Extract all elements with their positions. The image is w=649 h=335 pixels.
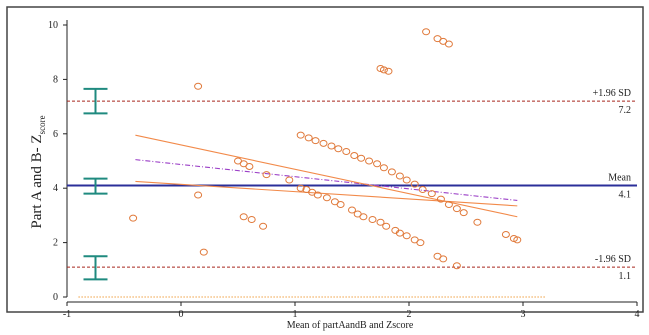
data-point xyxy=(459,209,468,217)
data-point xyxy=(379,164,388,172)
data-point xyxy=(452,262,461,270)
data-point xyxy=(368,215,377,223)
plot-frame xyxy=(6,6,644,313)
data-point xyxy=(350,152,359,160)
regression-line xyxy=(135,180,518,207)
data-point xyxy=(373,160,382,168)
x-tick-label: 0 xyxy=(179,309,184,320)
upper-limit-label: +1.96 SD xyxy=(593,88,631,99)
data-point xyxy=(313,191,322,199)
y-tick-label: 10 xyxy=(48,20,58,31)
lower-limit-value-label: 1.1 xyxy=(619,271,632,282)
data-point xyxy=(296,131,305,139)
data-point xyxy=(285,176,294,184)
data-point xyxy=(418,186,427,194)
data-point xyxy=(336,201,345,209)
svg-text:Part A and B- Zscore: Part A and B- Zscore xyxy=(29,115,47,228)
x-axis-title: Mean of partAandB and Zscore xyxy=(287,320,414,331)
data-point xyxy=(262,171,271,179)
x-tick-label: 1 xyxy=(293,309,298,320)
data-point xyxy=(199,248,208,256)
y-tick-label: 2 xyxy=(53,238,58,249)
lower-limit-label: -1.96 SD xyxy=(595,254,631,265)
data-point xyxy=(334,145,343,153)
data-point xyxy=(296,184,305,192)
mean-value-label: 4.1 xyxy=(619,189,632,200)
x-tick-label: 2 xyxy=(407,309,412,320)
data-point xyxy=(395,172,404,180)
data-point xyxy=(311,137,320,145)
y-axis-title-sub: score xyxy=(37,115,47,134)
upper-limit-value-label: 7.2 xyxy=(619,105,632,116)
data-point xyxy=(439,255,448,263)
data-point xyxy=(444,201,453,209)
data-point xyxy=(379,66,388,74)
data-point xyxy=(239,213,248,221)
data-point xyxy=(416,239,425,247)
data-point xyxy=(436,195,445,203)
data-point xyxy=(319,139,328,147)
data-point xyxy=(427,190,436,198)
data-point xyxy=(402,176,411,184)
x-tick-label: 3 xyxy=(521,309,526,320)
data-point xyxy=(194,191,203,199)
data-point xyxy=(327,142,336,150)
data-point xyxy=(348,206,356,214)
data-point xyxy=(357,154,366,162)
y-tick-label: 6 xyxy=(53,129,58,140)
regression-line-dashdot xyxy=(135,159,518,201)
y-axis-title-main: Part A and B- Z xyxy=(29,134,45,228)
data-point xyxy=(452,205,461,213)
data-point xyxy=(387,168,396,176)
data-point xyxy=(473,218,482,226)
data-point xyxy=(422,28,431,36)
data-point xyxy=(194,82,203,90)
x-tick-label: 4 xyxy=(635,309,640,320)
data-point xyxy=(444,40,453,48)
data-point xyxy=(513,236,522,244)
mean-label: Mean xyxy=(608,172,631,183)
data-point xyxy=(322,194,331,202)
data-point xyxy=(129,214,138,222)
y-tick-label: 8 xyxy=(53,74,58,85)
regression-line xyxy=(135,134,518,218)
data-point xyxy=(304,134,313,142)
data-point xyxy=(395,229,404,237)
data-point xyxy=(376,218,385,226)
data-point xyxy=(259,222,268,230)
data-point xyxy=(382,222,391,230)
data-point xyxy=(245,162,254,170)
y-tick-label: 0 xyxy=(53,292,58,303)
data-point xyxy=(365,157,374,165)
y-axis-title: Part A and B- Zscore xyxy=(29,115,47,228)
data-point xyxy=(402,232,411,240)
x-tick-label: -1 xyxy=(63,309,71,320)
data-point xyxy=(342,147,351,155)
data-point xyxy=(384,67,393,75)
data-point xyxy=(501,230,510,238)
y-tick-label: 4 xyxy=(53,183,58,194)
data-point xyxy=(359,213,368,221)
data-point xyxy=(410,180,419,188)
data-point xyxy=(247,215,256,223)
